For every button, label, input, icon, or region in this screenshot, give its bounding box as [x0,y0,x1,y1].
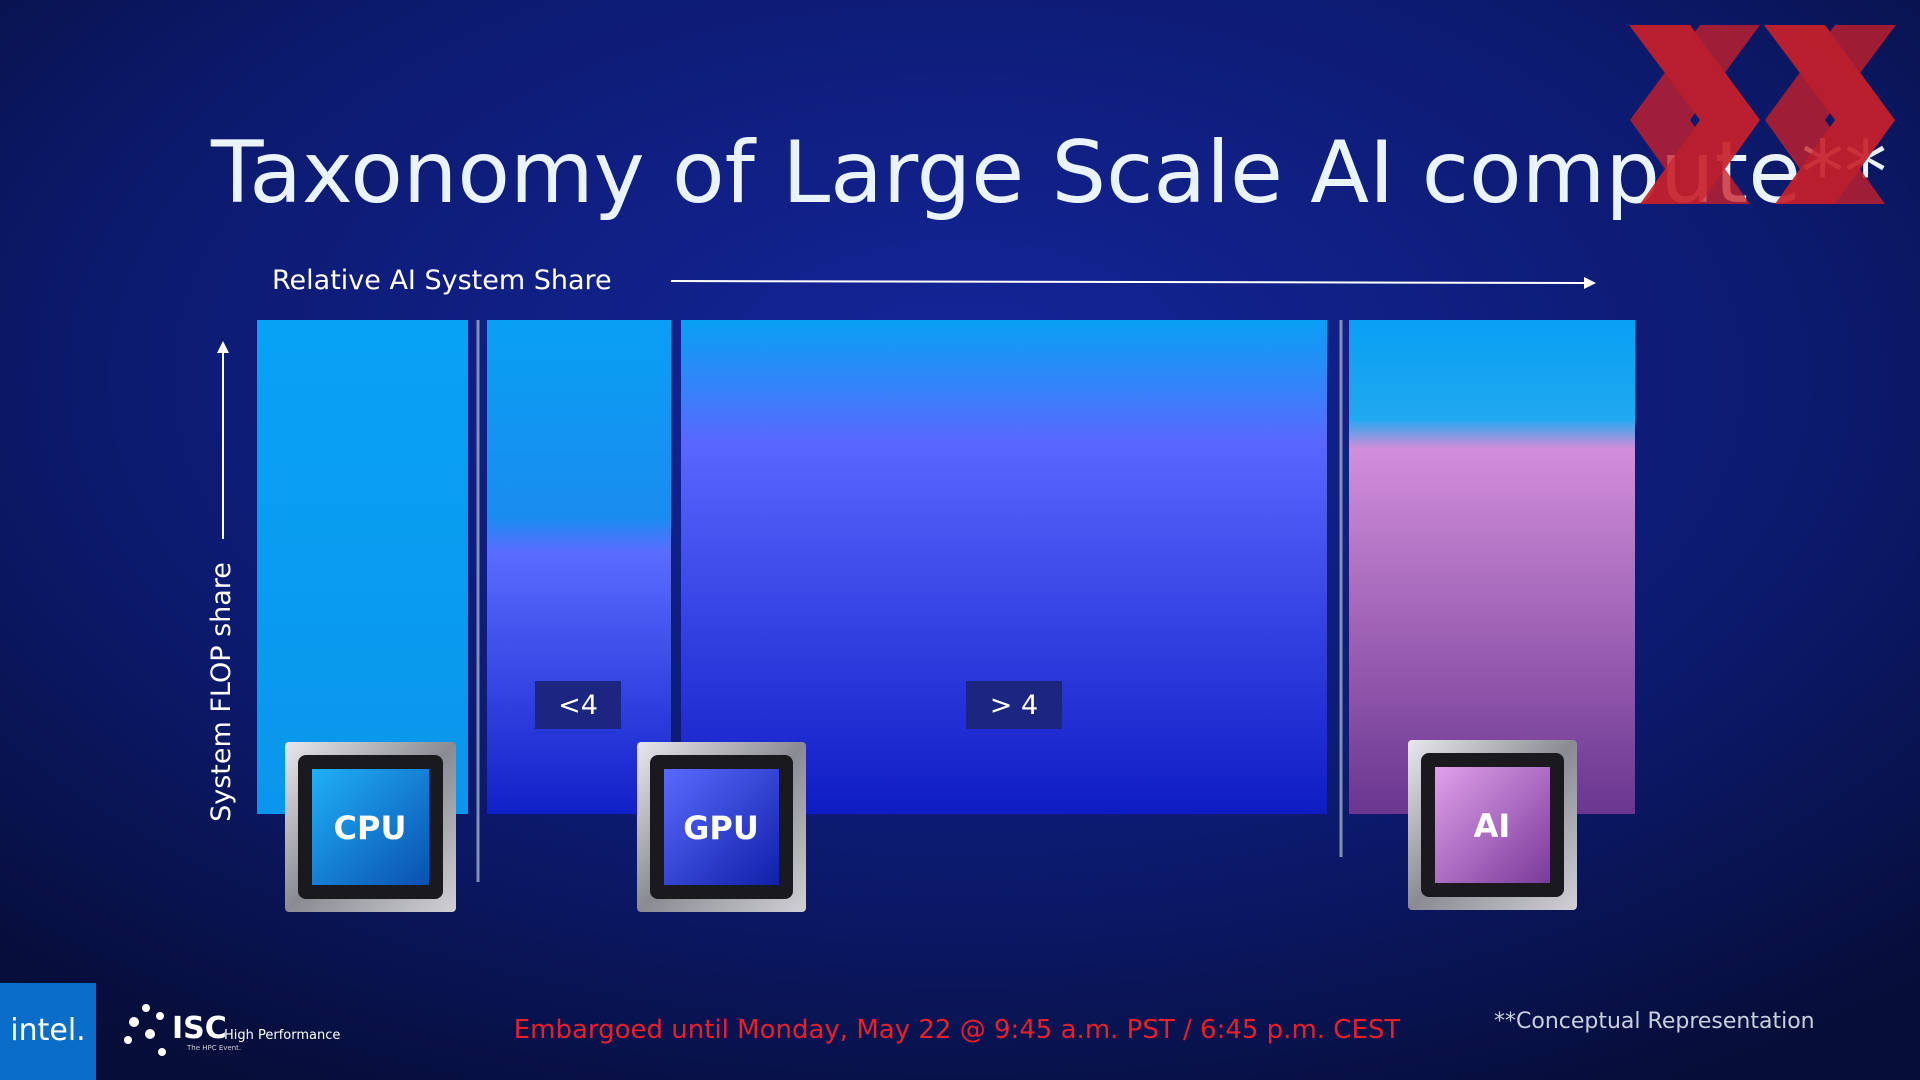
chip-label: AI [1474,807,1511,845]
watermark-logo [1629,25,1896,204]
segment-label: <4 [558,690,598,721]
segment-label: > 4 [990,690,1038,721]
brand: intel. [10,1013,85,1048]
cpu-region [257,320,468,814]
ai-region [1349,320,1635,814]
title: Taxonomy of Large Scale AI compute** [210,123,1887,223]
event-sub: The HPC Event. [186,1044,241,1052]
footnote: **Conceptual Representation [1494,1009,1815,1034]
y-axis-arrowhead [217,341,229,353]
chip: CPU [285,742,456,912]
chip: GPU [637,742,806,912]
chip-label: GPU [683,809,759,847]
brand-box [0,983,96,1080]
x-axis-label: Relative AI System Share [272,265,612,296]
chip: AI [1408,740,1577,910]
label-box [535,681,621,729]
embargo-notice: Embargoed until Monday, May 22 @ 9:45 a.… [514,1015,1401,1045]
label-box [966,681,1062,729]
large-gpu-region [681,320,1327,814]
event-name: ISC [172,1011,227,1046]
x-axis-arrow [670,280,1587,284]
event-logo-icon [124,1004,166,1056]
y-axis-label: System FLOP share [206,562,237,822]
small-gpu-region [487,320,671,814]
x-axis-arrowhead [1584,277,1596,289]
chip-label: CPU [334,809,407,847]
event-tagline: High Performance [224,1028,340,1043]
